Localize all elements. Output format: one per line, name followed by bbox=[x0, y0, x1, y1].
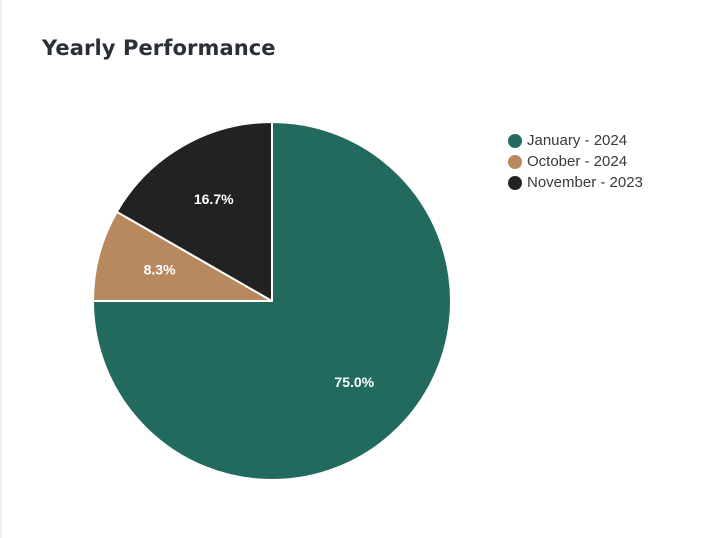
chart-legend: January - 2024 October - 2024 November - 2… bbox=[508, 130, 643, 193]
pie-slice-labels: 75.0% 8.3% 16.7% bbox=[144, 191, 375, 390]
legend-swatch-icon bbox=[508, 154, 522, 169]
slice-label-november-2023: 16.7% bbox=[194, 191, 234, 207]
legend-item-january-2024[interactable]: January - 2024 bbox=[508, 130, 643, 151]
legend-label: November - 2023 bbox=[527, 174, 643, 191]
legend-label: October - 2024 bbox=[527, 153, 628, 170]
slice-label-october-2024: 8.3% bbox=[144, 262, 176, 278]
chart-title: Yearly Performance bbox=[42, 36, 276, 60]
legend-label: January - 2024 bbox=[527, 132, 628, 149]
slice-label-january-2024: 75.0% bbox=[334, 374, 374, 390]
pie-slice-january-2024[interactable] bbox=[92, 121, 452, 481]
legend-swatch-icon bbox=[508, 133, 522, 148]
pie-slices bbox=[92, 121, 452, 481]
legend-item-october-2024[interactable]: October - 2024 bbox=[508, 151, 643, 172]
pie-slice-october-2024[interactable] bbox=[92, 210, 273, 302]
pie-slice-november-2023[interactable] bbox=[115, 121, 273, 302]
legend-swatch-icon bbox=[508, 175, 522, 190]
legend-item-november-2023[interactable]: November - 2023 bbox=[508, 172, 643, 193]
